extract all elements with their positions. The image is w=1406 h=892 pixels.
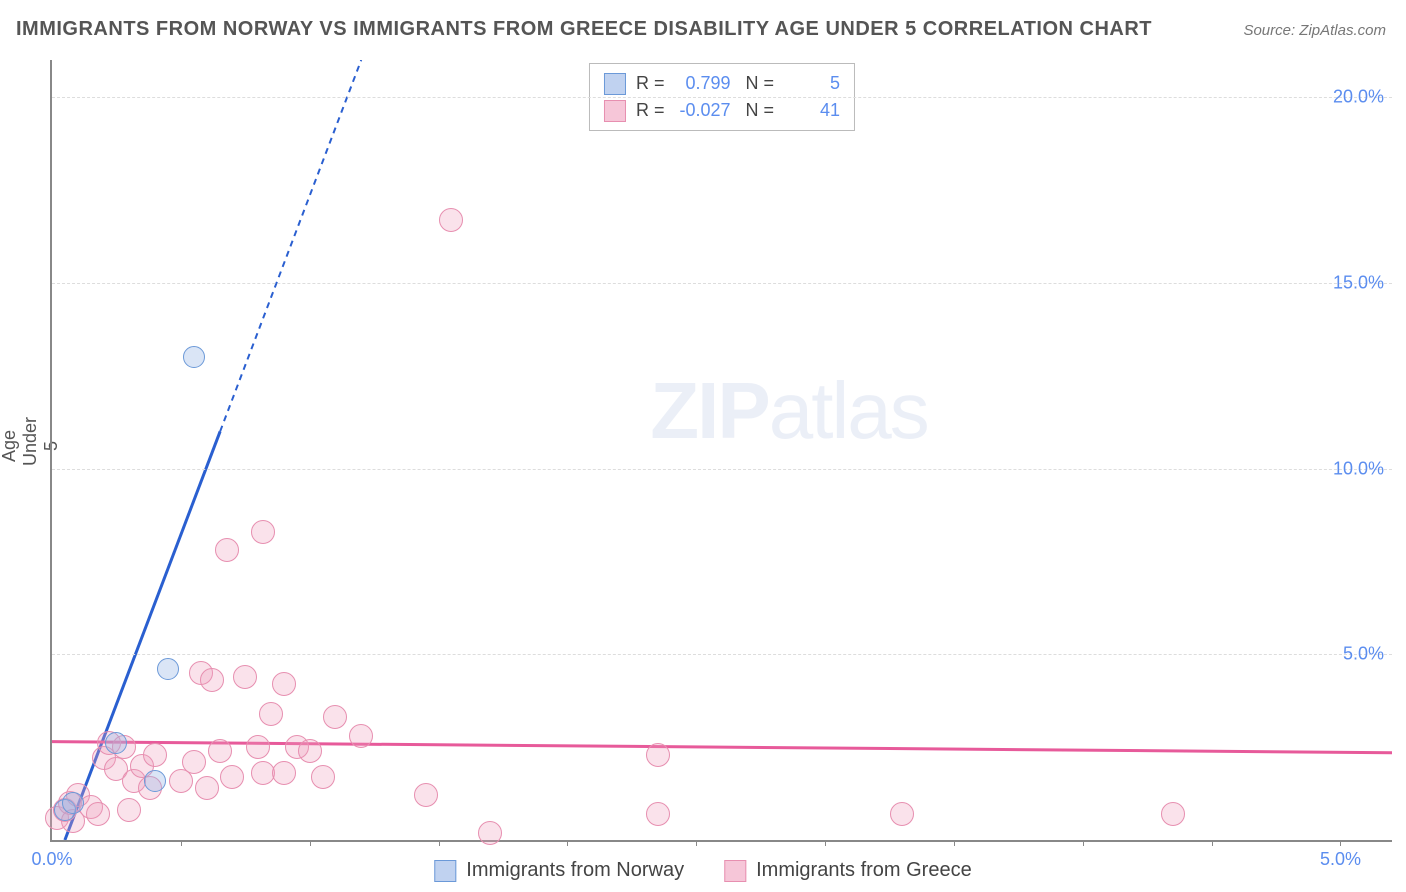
n-value-greece: 41 [784,97,840,124]
stats-row-greece: R = -0.027 N = 41 [604,97,840,124]
data-point [646,802,670,826]
data-point [215,538,239,562]
swatch-norway [604,73,626,95]
data-point [62,792,84,814]
data-point [143,743,167,767]
data-point [144,770,166,792]
x-tick-mark [696,840,697,846]
x-tick-mark [439,840,440,846]
x-tick-label: 5.0% [1320,849,1361,870]
data-point [86,802,110,826]
legend-label-greece: Immigrants from Greece [756,859,972,882]
y-tick-label: 20.0% [1333,87,1384,108]
r-value-greece: -0.027 [675,97,731,124]
x-tick-mark [181,840,182,846]
source-attribution: Source: ZipAtlas.com [1243,22,1386,39]
legend-swatch-norway [434,860,456,882]
data-point [646,743,670,767]
plot-area: ZIPatlas R = 0.799 N = 5 R = -0.027 N = … [50,60,1392,842]
data-point [246,735,270,759]
legend-item-norway: Immigrants from Norway [434,859,684,882]
x-tick-mark [567,840,568,846]
data-point [195,776,219,800]
y-tick-label: 10.0% [1333,458,1384,479]
data-point [298,739,322,763]
gridline [52,283,1392,284]
legend-swatch-greece [724,860,746,882]
legend-item-greece: Immigrants from Greece [724,859,972,882]
data-point [349,724,373,748]
data-point [208,739,232,763]
x-tick-mark [1340,840,1341,846]
data-point [478,821,502,845]
x-tick-label: 0.0% [31,849,72,870]
watermark: ZIPatlas [650,365,927,457]
data-point [157,658,179,680]
legend: Immigrants from Norway Immigrants from G… [434,859,971,882]
data-point [220,765,244,789]
data-point [272,672,296,696]
data-point [890,802,914,826]
x-tick-mark [954,840,955,846]
x-tick-mark [825,840,826,846]
data-point [259,702,283,726]
gridline [52,97,1392,98]
data-point [414,783,438,807]
data-point [200,668,224,692]
data-point [251,520,275,544]
data-point [233,665,257,689]
legend-label-norway: Immigrants from Norway [466,859,684,882]
x-tick-mark [310,840,311,846]
x-tick-mark [1212,840,1213,846]
data-point [105,732,127,754]
data-point [117,798,141,822]
data-point [311,765,335,789]
data-point [323,705,347,729]
swatch-greece [604,100,626,122]
data-point [1161,802,1185,826]
gridline [52,469,1392,470]
data-point [182,750,206,774]
n-value-norway: 5 [784,70,840,97]
chart-title: IMMIGRANTS FROM NORWAY VS IMMIGRANTS FRO… [16,18,1152,41]
y-tick-label: 15.0% [1333,272,1384,293]
data-point [183,346,205,368]
gridline [52,654,1392,655]
data-point [439,208,463,232]
y-tick-label: 5.0% [1343,644,1384,665]
trend-lines-layer [52,60,1392,840]
data-point [272,761,296,785]
stats-row-norway: R = 0.799 N = 5 [604,70,840,97]
x-tick-mark [1083,840,1084,846]
r-value-norway: 0.799 [675,70,731,97]
